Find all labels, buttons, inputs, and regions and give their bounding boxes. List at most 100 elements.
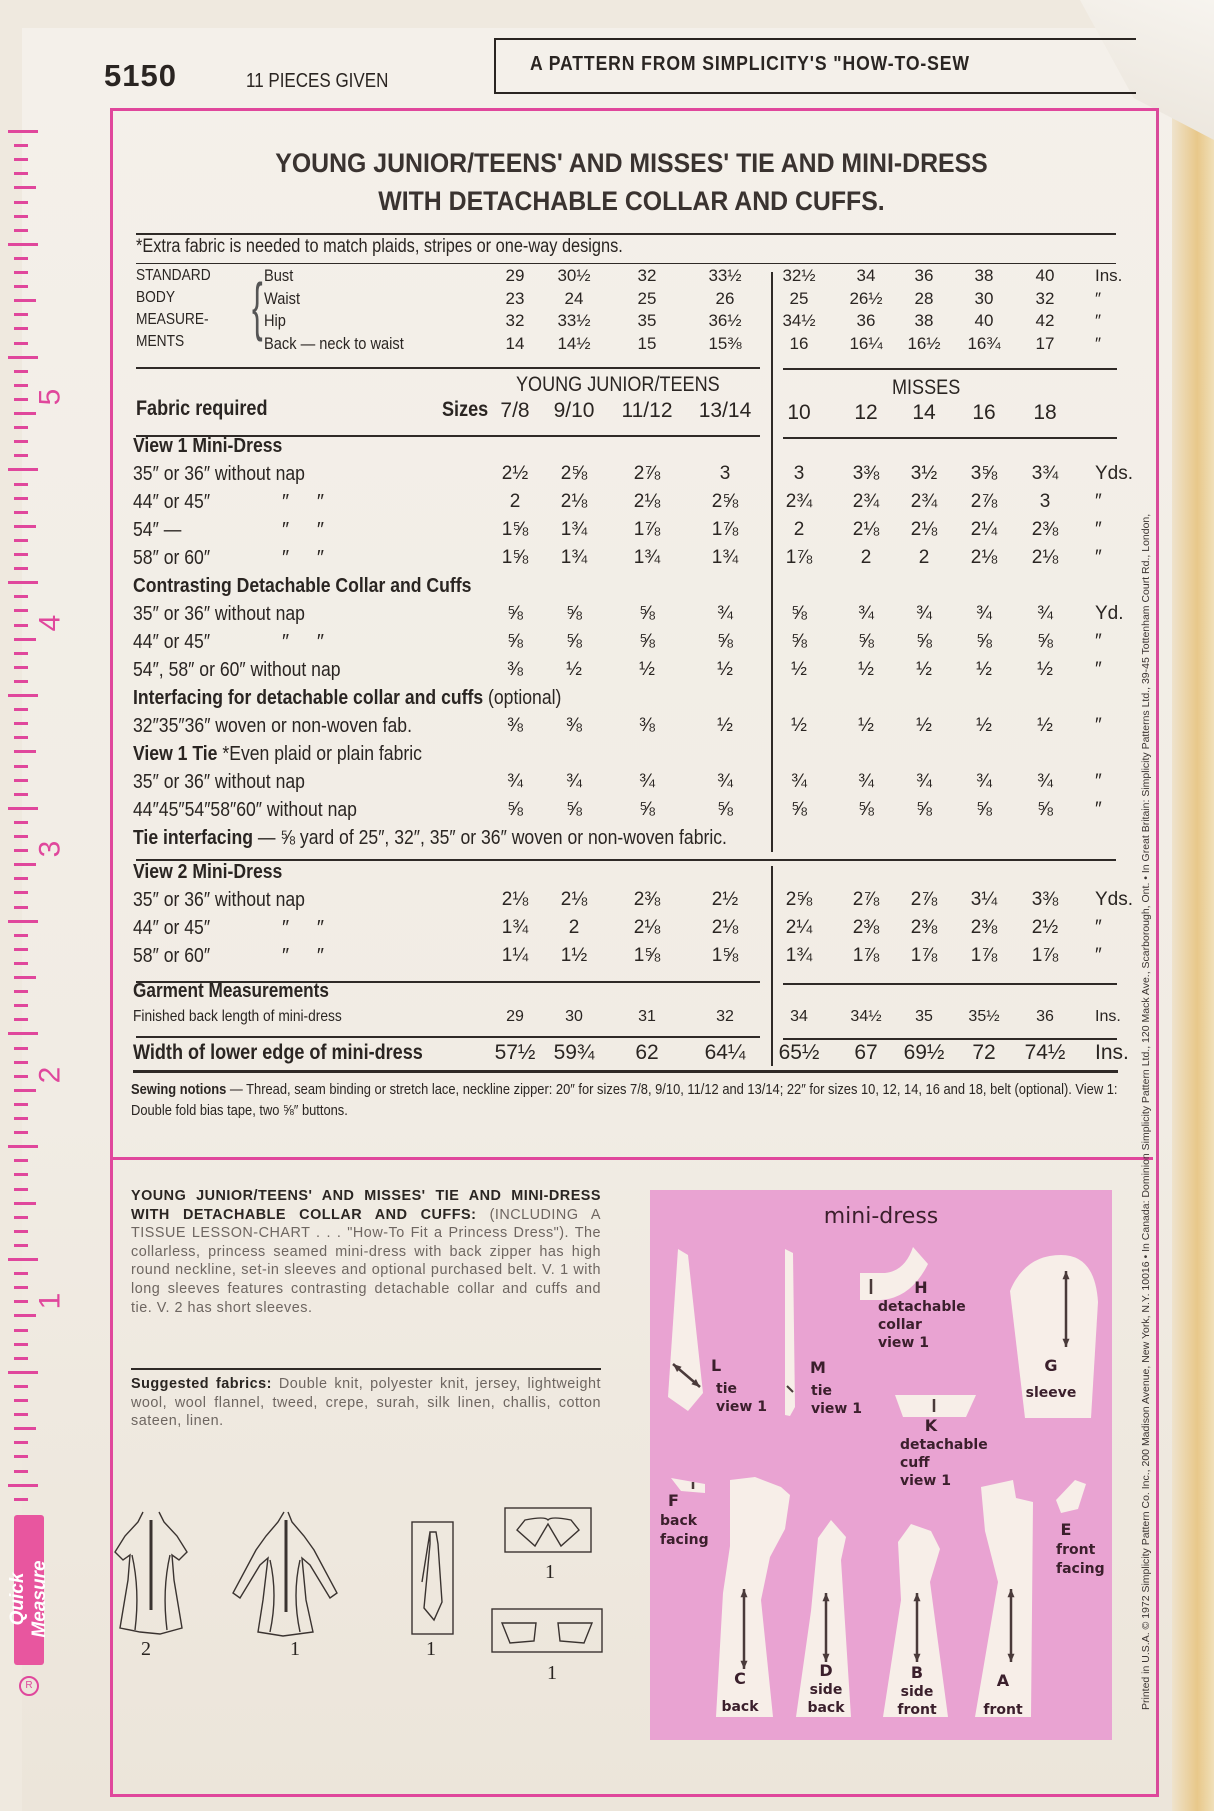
measurement-row: Hip 32 33½ 35 36½ 34½ 36 38 40 42 ″ [0, 311, 1214, 333]
banner-box: A PATTERN FROM SIMPLICITY'S "HOW-TO-SEW [494, 38, 1136, 94]
misses-value: ⅝ [791, 799, 807, 820]
row-label: Finished back length of mini-dress [133, 1008, 342, 1025]
ruler-tick [14, 1018, 28, 1022]
ruler-tick [14, 961, 28, 965]
young-value: 2½ [711, 889, 739, 910]
divider [136, 435, 760, 437]
view-number: 1 [545, 1561, 555, 1583]
young-value: 1⅞ [711, 519, 739, 540]
row-label: View 2 Mini-Dress [133, 861, 283, 883]
ruler-tick [8, 694, 38, 697]
misses-value: ⅝ [976, 631, 992, 652]
ruler-tick [14, 947, 28, 951]
bm-label: STANDARD [136, 267, 211, 284]
ruler-tick [14, 1384, 28, 1388]
ruler-tick [14, 835, 28, 838]
ditto-marks: ″ ″ [282, 491, 324, 513]
row-label: 54″, 58″ or 60″ without nap [133, 659, 341, 681]
young-value: 2⅛ [501, 889, 529, 910]
young-value: 15 [637, 333, 657, 353]
row-label: 58″ or 60″ [133, 547, 211, 569]
misses-value: ¾ [858, 771, 874, 792]
piece-label: collar [878, 1317, 922, 1333]
young-value: 1⅞ [633, 519, 661, 540]
pattern-piece-f [671, 1478, 705, 1493]
piece-letter: H [914, 1278, 927, 1297]
misses-value: 16½ [907, 333, 941, 353]
fold-mark-icon [786, 1385, 794, 1393]
young-value: 64¼ [704, 1041, 746, 1064]
ruler-tick [8, 1370, 38, 1374]
piece-label: view 1 [878, 1335, 929, 1351]
view-number: 2 [141, 1638, 151, 1660]
young-value: 14½ [557, 333, 591, 353]
young-value: 1¾ [633, 547, 661, 568]
piece-label: back [721, 1699, 759, 1715]
quick-measure-badge: Quick Measure [7, 1515, 50, 1665]
row-label: 35″ or 36″ without nap [133, 889, 305, 911]
piece-letter: L [711, 1356, 721, 1375]
unit-label: Yds. [1095, 889, 1134, 910]
ruler-tick [14, 1074, 28, 1078]
misses-value: ½ [858, 715, 874, 736]
ruler-tick [14, 665, 28, 669]
misses-value: 2⅛ [910, 519, 938, 540]
misses-value: 3⅜ [852, 463, 880, 484]
divider [783, 983, 1117, 985]
unit-label: ″ [1095, 311, 1102, 330]
young-value: 1⅝ [501, 547, 529, 568]
ruler-tick [14, 820, 28, 824]
divider [131, 1368, 601, 1370]
ruler-tick [14, 341, 28, 345]
young-value: ⅝ [566, 631, 582, 652]
sizes-label: Sizes [442, 398, 489, 421]
ruler-tick [14, 1469, 28, 1473]
misses-value: 2 [860, 547, 872, 568]
size-label: 7/8 [500, 399, 530, 422]
ruler-number: 5 [33, 388, 67, 406]
arrowhead-icon [1007, 1653, 1015, 1662]
piece-letter: E [1061, 1520, 1072, 1539]
misses-value: ¾ [976, 771, 992, 792]
misses-value: 2⅜ [852, 917, 880, 938]
view-number: 1 [426, 1638, 436, 1660]
ruler-tick [14, 905, 28, 909]
row-label: 44″ or 45″ [133, 917, 211, 939]
misses-value: ¾ [791, 771, 807, 792]
collar-icon [504, 1507, 592, 1553]
pattern-piece-c [716, 1477, 790, 1717]
misses-value: 2¾ [852, 491, 880, 512]
row-label: Tie interfacing — ⅝ yard of 25″, 32″, 35… [133, 827, 727, 849]
short-sleeve-dress-back-icon [114, 1511, 188, 1635]
pink-frame [110, 108, 1159, 1797]
size-label: 11/12 [621, 399, 673, 422]
arrowhead-icon [913, 1593, 921, 1602]
row-label: 44″45″54″58″60″ without nap [133, 799, 357, 821]
row-label: 32″35″36″ woven or non-woven fab. [133, 715, 412, 737]
young-value: 35 [637, 311, 657, 330]
ruler-tick [14, 1117, 28, 1120]
young-value: 2 [568, 917, 580, 938]
ruler-tick [14, 1455, 28, 1459]
young-value: ¾ [639, 771, 655, 792]
young-value: 2⅝ [560, 463, 588, 484]
ruler-tick [14, 186, 36, 190]
young-value: 25 [637, 288, 657, 308]
misses-value: 2⅜ [1031, 519, 1059, 540]
row-label: 35″ or 36″ without nap [133, 771, 305, 793]
misses-value: 34½ [782, 311, 816, 330]
ruler-tick [8, 581, 38, 585]
divider [136, 367, 760, 369]
ruler-tick [14, 976, 36, 979]
row-label: 44″ or 45″ [133, 631, 211, 653]
fabric-row: 44″ or 45″ ″ ″ 2 2⅛ 2⅛ 2⅝ 2¾ 2¾ 2¾ 2⅞ 3 ″ [0, 488, 1214, 516]
young-value: 33½ [708, 266, 742, 285]
young-value: 1¾ [501, 917, 529, 938]
misses-value: 74½ [1024, 1041, 1066, 1064]
misses-value: 16¼ [849, 333, 883, 353]
ruler-tick [8, 919, 38, 923]
misses-value: 3⅜ [1031, 889, 1059, 910]
misses-value: 2¼ [970, 519, 998, 540]
finished-back-length-row: Finished back length of mini-dress 29 30 31… [0, 1008, 1214, 1030]
size-label: 13/14 [698, 399, 752, 422]
